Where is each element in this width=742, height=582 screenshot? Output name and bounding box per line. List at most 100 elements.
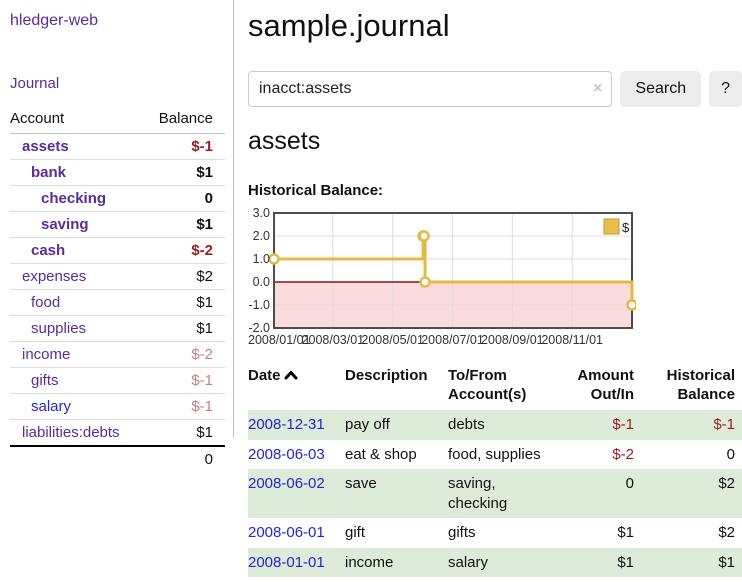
- account-balance: $1: [144, 289, 225, 316]
- data-point-2008-06-03: [419, 276, 431, 288]
- account-row: checking 0: [10, 185, 225, 212]
- register-amount: $-2: [612, 445, 634, 463]
- account-row: food $1: [10, 289, 225, 316]
- brand: hledger-web: [10, 12, 233, 30]
- search-button[interactable]: Search: [620, 71, 702, 107]
- account-balance: 0: [144, 185, 225, 212]
- register-date-link[interactable]: 2008-06-01: [248, 524, 325, 542]
- account-heading: assets: [248, 127, 321, 155]
- register-header-balance: Historical Balance: [666, 367, 735, 404]
- register-description: eat & shop: [345, 445, 417, 463]
- chart-canvas: $3.0 2.0 1.0 0.0 -1.0 -2.02008/01/012008/03/0…: [248, 206, 638, 347]
- account-link-supplies[interactable]: supplies: [31, 320, 87, 337]
- account-balance: $2: [144, 263, 225, 290]
- account-balance: $1: [144, 315, 225, 342]
- account-link-food[interactable]: food: [31, 294, 61, 311]
- register-header-description: Description: [345, 367, 428, 384]
- register-row: 2008-06-02 save saving, checking 0 $2: [248, 469, 742, 519]
- data-point-2008-12-31: [626, 299, 638, 311]
- account-row: saving $1: [10, 211, 225, 238]
- register-balance: 0: [726, 445, 735, 463]
- account-link-cash[interactable]: cash: [31, 242, 66, 259]
- account-balance: $-2: [144, 341, 225, 368]
- x-axis-tick-label: 2008/11/01: [541, 333, 603, 347]
- register-description: pay off: [345, 416, 390, 434]
- y-axis-tick-label: -2.0: [248, 321, 270, 335]
- account-link-income[interactable]: income: [22, 346, 71, 363]
- account-row: assets $-1: [10, 133, 225, 160]
- register-accounts: saving, checking: [448, 475, 508, 512]
- y-axis-tick-label: 0.0: [253, 275, 270, 289]
- y-axis-tick-label: 2.0: [253, 229, 270, 243]
- y-axis-tick-label: 1.0: [253, 252, 270, 266]
- register-description: save: [345, 475, 377, 493]
- account-link-saving[interactable]: saving: [41, 216, 89, 233]
- accounts-total-row: 0: [10, 445, 225, 472]
- account-link-assets[interactable]: assets: [22, 138, 69, 155]
- account-row: liabilities:debts $1: [10, 420, 225, 447]
- account-balance: $1: [196, 424, 213, 441]
- x-axis-tick-label: 2008/01/01: [248, 333, 311, 347]
- register-accounts: debts: [448, 416, 485, 434]
- register-balance: $2: [718, 475, 735, 493]
- x-axis-tick-label: 2008/07/01: [421, 333, 484, 347]
- search-bar: × Search ?: [248, 71, 742, 107]
- register-row: 2008-12-31 pay off debts $-1 $-1: [248, 410, 742, 440]
- x-axis-tick-label: 2008/09/01: [481, 333, 544, 347]
- account-balance: $1: [144, 211, 225, 238]
- legend-label: $: [622, 220, 630, 235]
- register-accounts: gifts: [448, 524, 476, 542]
- register-header-amount: Amount Out/In: [577, 367, 634, 404]
- account-link-liabilities-debts[interactable]: liabilities:debts: [22, 424, 120, 441]
- x-axis-tick-label: 2008/03/01: [302, 333, 365, 347]
- accounts-header-account: Account: [10, 107, 144, 134]
- help-button[interactable]: ?: [709, 71, 742, 107]
- account-link-expenses[interactable]: expenses: [22, 268, 87, 285]
- clear-search-icon[interactable]: ×: [593, 80, 603, 97]
- register-row: 2008-01-01 income salary $1 $1: [248, 547, 742, 578]
- data-point-2008-01-01: [268, 253, 280, 265]
- y-axis-tick-label: -1.0: [248, 298, 270, 312]
- register-amount: 0: [625, 475, 634, 493]
- account-link-checking[interactable]: checking: [41, 190, 107, 207]
- sort-ascending-icon: [284, 371, 298, 380]
- account-balance: $-1: [144, 393, 225, 420]
- account-row: cash $-2: [10, 237, 225, 264]
- accounts-total-value: 0: [144, 445, 225, 472]
- register-description: gift: [345, 524, 366, 542]
- account-row: supplies $1: [10, 315, 225, 342]
- account-link-gifts[interactable]: gifts: [31, 372, 59, 389]
- register-balance: $1: [718, 553, 735, 571]
- register-balance: $-1: [713, 416, 735, 434]
- register-row: 2008-06-01 gift gifts $1 $2: [248, 518, 742, 548]
- register-amount: $1: [617, 553, 634, 571]
- register-date-link[interactable]: 2008-01-01: [248, 553, 325, 571]
- register-accounts: salary: [448, 553, 489, 571]
- register-header-row: Date Description To/From Account(s) Amou…: [248, 363, 742, 410]
- account-row: salary $-1: [10, 393, 225, 420]
- register-balance: $2: [718, 524, 735, 542]
- register-header-date[interactable]: Date: [248, 363, 345, 410]
- journal-link[interactable]: Journal: [10, 75, 60, 92]
- app-title-link[interactable]: hledger-web: [10, 12, 99, 29]
- register-amount: $1: [617, 524, 634, 542]
- sidebar: hledger-web Journal Account Balance asse…: [0, 0, 234, 472]
- search-input-wrap: ×: [248, 71, 613, 107]
- register-header-accounts: To/From Account(s): [448, 367, 527, 404]
- register-date-link[interactable]: 2008-06-03: [248, 445, 325, 463]
- register-date-link[interactable]: 2008-12-31: [248, 416, 325, 434]
- register-row: 2008-06-03 eat & shop food, supplies $-2 0: [248, 440, 742, 470]
- register-date-link[interactable]: 2008-06-02: [248, 475, 325, 493]
- x-axis-tick-label: 2008/05/01: [361, 333, 424, 347]
- historical-balance-chart: $3.0 2.0 1.0 0.0 -1.0 -2.0 2008/01/01 2008/03/0…: [246, 206, 742, 350]
- account-link-bank[interactable]: bank: [31, 164, 67, 181]
- account-link-salary[interactable]: salary: [31, 398, 72, 415]
- chart-title: Historical Balance:: [248, 182, 384, 199]
- account-balance: $-1: [144, 367, 225, 394]
- account-row: expenses $2: [10, 263, 225, 290]
- accounts-header-balance: Balance: [144, 107, 225, 134]
- account-balance: $1: [144, 159, 225, 186]
- search-input[interactable]: [248, 71, 613, 107]
- register-description: income: [345, 553, 394, 571]
